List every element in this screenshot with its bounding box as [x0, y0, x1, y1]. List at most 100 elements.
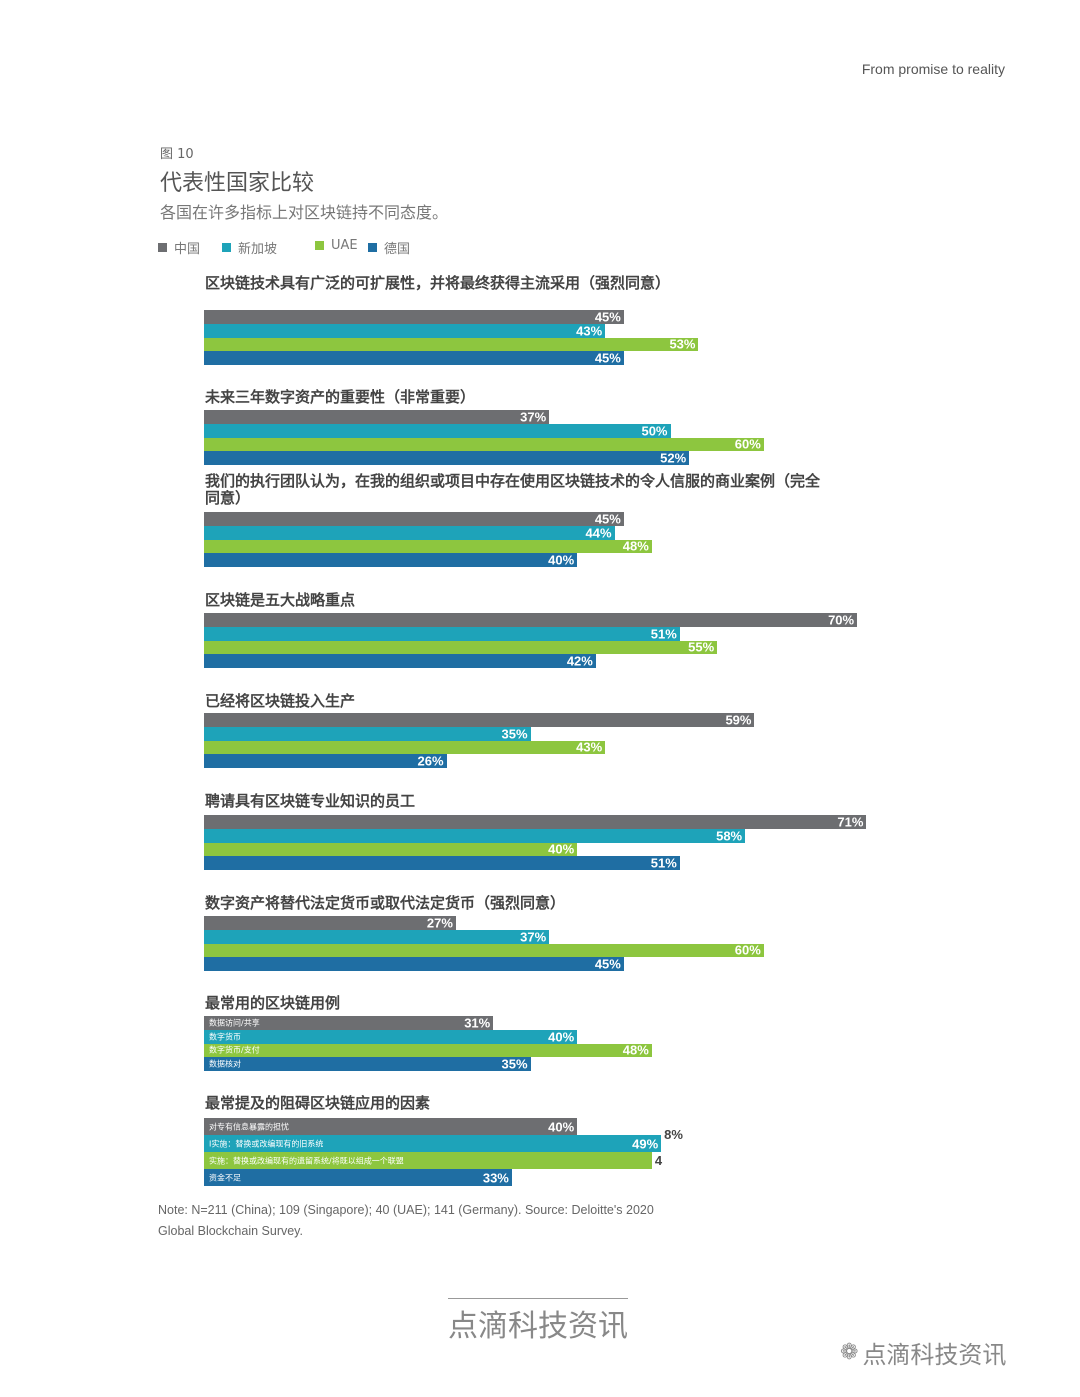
bar: 53% — [204, 336, 699, 352]
bar: 数据访问/共享 31% — [204, 1015, 494, 1031]
data-label: 27% — [426, 915, 453, 931]
bar-category-label: 数据核对 — [209, 1059, 241, 1069]
wechat-icon: ❁ — [840, 1340, 859, 1365]
data-label: 60% — [734, 942, 761, 958]
bar: 51% — [204, 626, 680, 642]
bar: 数字货币/支付 48% — [204, 1042, 652, 1058]
group-title: 区块链是五大战略重点 — [205, 591, 356, 609]
data-label: 43% — [576, 323, 603, 339]
bar: 43% — [204, 323, 606, 339]
bar: I实施：替换或改编现有的旧系统 49% — [204, 1135, 662, 1152]
data-label: 44% — [585, 525, 612, 541]
bar: 70% — [204, 612, 858, 627]
bar: 55% — [204, 639, 718, 655]
group-title: 我们的执行团队认为，在我的组织或项目中存在使用区块链技术的令人信服的商业案例（完… — [205, 472, 821, 507]
data-label: 49% — [632, 1136, 659, 1151]
source-note: Note: N=211 (China); 109 (Singapore); 40… — [158, 1203, 654, 1238]
legend-label: UAE — [331, 238, 358, 253]
bar: 45% — [204, 309, 624, 325]
outside-data-label: 4 — [654, 1153, 663, 1168]
data-label: 60% — [734, 436, 761, 452]
data-label: 42% — [566, 653, 593, 669]
bar: 对专有信息暴露的担忧 40% — [204, 1118, 578, 1135]
bar: 45% — [204, 956, 624, 972]
data-label: 50% — [641, 423, 668, 439]
data-label: 31% — [464, 1015, 491, 1031]
legend-item: UAE — [315, 238, 358, 253]
data-label: 59% — [725, 712, 752, 728]
data-label: 40% — [548, 1029, 575, 1045]
footer-brand: 点滴科技资讯 — [448, 1298, 628, 1345]
data-label: 35% — [501, 1056, 528, 1072]
data-label: 35% — [501, 726, 528, 742]
legend-swatch — [368, 243, 377, 252]
bar: 60% — [204, 942, 764, 958]
bar-category-label: 数字货币 — [209, 1032, 241, 1042]
data-label: 71% — [837, 814, 864, 830]
data-label: 45% — [594, 511, 621, 527]
bar: 27% — [204, 915, 456, 931]
group-title: 最常用的区块链用例 — [205, 994, 341, 1012]
outside-data-label: 8% — [664, 1127, 683, 1142]
bar: 37% — [204, 929, 550, 944]
bar: 48% — [204, 538, 652, 554]
data-label: 40% — [548, 1119, 575, 1134]
data-label: 45% — [594, 309, 621, 325]
bar: 44% — [204, 525, 615, 541]
legend-item: 德国 — [368, 238, 410, 257]
group-title: 数字资产将替代法定货币或取代法定货币（强烈同意） — [205, 894, 566, 912]
legend-label: 德国 — [384, 242, 411, 257]
data-label: 43% — [576, 739, 603, 755]
data-label: 45% — [594, 956, 621, 972]
bar: 40% — [204, 841, 578, 857]
data-label: 40% — [548, 552, 575, 568]
legend-label: 新加坡 — [238, 242, 278, 257]
bar: 35% — [204, 726, 531, 742]
data-label: 40% — [548, 841, 575, 857]
data-label: 37% — [520, 409, 547, 425]
bar-category-label: 数据访问/共享 — [209, 1018, 260, 1028]
data-label: 33% — [482, 1170, 509, 1185]
bar: 45% — [204, 511, 624, 527]
bar: 71% — [204, 814, 867, 830]
group-title: 最常提及的阻碍区块链应用的因素 — [205, 1094, 431, 1112]
bar: 40% — [204, 552, 578, 568]
bar: 26% — [204, 753, 447, 769]
data-label: 48% — [622, 538, 649, 554]
group-title: 聘请具有区块链专业知识的员工 — [205, 792, 416, 810]
bar: 51% — [204, 855, 680, 871]
bar-category-label: 数字货币/支付 — [209, 1045, 260, 1055]
data-label: 58% — [716, 828, 743, 844]
bar-category-label: 实施：替换或改编现有的遗留系统/将既以组成一个联盟 — [209, 1156, 404, 1165]
legend-item: 中国 — [158, 238, 200, 257]
bar-category-label: I实施：替换或改编现有的旧系统 — [209, 1139, 324, 1148]
bar: 资金不足 33% — [204, 1169, 512, 1186]
bar: 58% — [204, 828, 746, 844]
bar-category-label: 对专有信息暴露的担忧 — [209, 1122, 289, 1131]
group-title: 未来三年数字资产的重要性（非常重要） — [205, 388, 476, 406]
bar: 37% — [204, 409, 550, 425]
data-label: 51% — [650, 626, 677, 642]
bar: 42% — [204, 653, 596, 669]
data-label: 45% — [594, 350, 621, 366]
bar: 50% — [204, 423, 671, 439]
legend-swatch — [158, 243, 167, 252]
data-label: 53% — [669, 336, 696, 352]
legend-swatch — [222, 243, 231, 252]
wechat-watermark: ❁ 点滴科技资讯 — [840, 1335, 1006, 1370]
data-label: 55% — [688, 639, 715, 655]
bar: 数字货币 40% — [204, 1029, 578, 1045]
bar: 43% — [204, 739, 606, 755]
legend-item: 新加坡 — [222, 238, 277, 257]
bar: 45% — [204, 350, 624, 366]
chart-title: 代表性国家比较 — [160, 171, 315, 196]
figure-label: 图 10 — [160, 147, 194, 162]
chart-subtitle: 各国在许多指标上对区块链持不同态度。 — [160, 203, 449, 222]
legend-label: 中国 — [174, 242, 201, 257]
running-header: From promise to reality — [861, 61, 1005, 77]
data-label: 48% — [622, 1042, 649, 1058]
bar: 52% — [204, 451, 690, 466]
data-label: 26% — [417, 753, 444, 769]
data-label: 51% — [650, 855, 677, 871]
bar: 实施：替换或改编现有的遗留系统/将既以组成一个联盟 — [204, 1152, 652, 1169]
